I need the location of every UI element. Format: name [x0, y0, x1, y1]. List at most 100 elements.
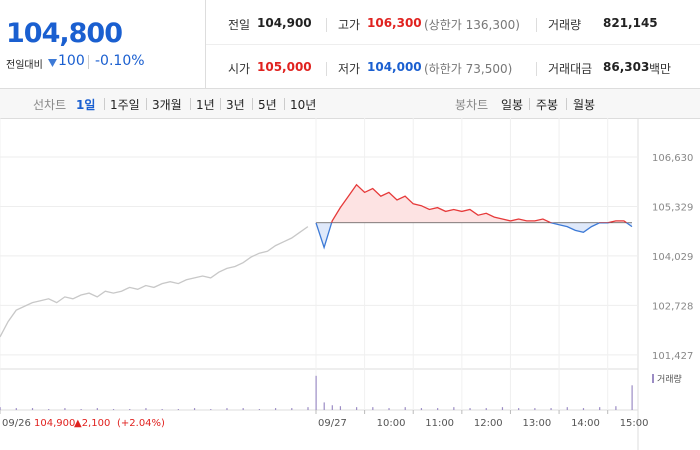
legend-swatch [652, 374, 654, 383]
stat-label: 전일 [228, 18, 251, 32]
x-tick-label: 09/27 [318, 418, 347, 429]
volume-bar [420, 408, 423, 410]
volume-bar [339, 406, 342, 410]
volume-bar [550, 408, 552, 410]
tab-group-label: 봉차트 [455, 98, 489, 112]
volume-bar [242, 408, 244, 410]
line-down [315, 222, 633, 250]
tab[interactable]: 3개월 [152, 98, 182, 112]
stat-value: 86,303 [603, 60, 650, 74]
prev-summary: ▲2,100 [74, 418, 110, 429]
stat-label: 거래대금 [548, 62, 593, 76]
x-tick-label: 09/26 [2, 418, 31, 429]
y-tick-label: 102,728 [652, 301, 693, 312]
tab[interactable]: 월봉 [573, 98, 596, 112]
divider [566, 98, 567, 110]
divider [284, 98, 285, 110]
area-up [331, 184, 627, 223]
tab[interactable]: 3년 [226, 98, 245, 112]
volume-bar [48, 409, 50, 410]
stat-label: 고가 [338, 18, 361, 32]
volume-bar [145, 408, 147, 410]
tab[interactable]: 5년 [258, 98, 277, 112]
volume-bar [177, 409, 179, 410]
volume-bar [226, 408, 228, 410]
divider [326, 62, 327, 76]
divider [536, 18, 537, 32]
volume-bar [388, 408, 390, 410]
volume-bar [210, 409, 212, 410]
tab[interactable]: 1일 [76, 98, 96, 112]
prev-summary: (+2.04%) [117, 418, 165, 429]
change-rate: -0.10% [95, 53, 145, 69]
change-label: 전일대비 [6, 60, 43, 71]
volume-bar [453, 407, 455, 410]
volume-bar [356, 407, 358, 410]
volume-bar [323, 402, 325, 410]
stat-label: 거래량 [548, 18, 582, 32]
divider [252, 98, 253, 110]
stat-value: 106,300 [367, 16, 422, 30]
line-up [316, 183, 628, 223]
period-tabs: 선차트 1일 1주일 3개월 1년 3년 5년 10년 봉차트 일봉 주봉 월봉 [0, 89, 700, 119]
down-icon [48, 59, 57, 67]
prev-summary: 104,900 [34, 418, 75, 429]
divider [326, 18, 327, 32]
volume-bar [315, 375, 317, 410]
volume-bar [64, 408, 66, 410]
volume-bar [518, 408, 520, 410]
volume-bar [372, 407, 374, 410]
volume-bar [631, 385, 633, 410]
x-tick-label: 14:00 [571, 418, 600, 429]
stat-value: 821,145 [603, 16, 658, 30]
stat-value: 105,000 [257, 60, 312, 74]
stat-note: (상한가 136,300) [424, 18, 520, 32]
volume-bar [582, 408, 585, 410]
stat-value: 104,000 [367, 60, 422, 74]
y-tick-label: 101,427 [652, 351, 693, 362]
tab[interactable]: 주봉 [536, 98, 559, 112]
tab[interactable]: 1년 [196, 98, 215, 112]
volume-bar [0, 407, 1, 410]
x-tick-label: 12:00 [474, 418, 503, 429]
volume-bar [258, 409, 260, 410]
tab[interactable]: 10년 [290, 98, 317, 112]
tab[interactable]: 1주일 [110, 98, 140, 112]
volume-bar [112, 409, 115, 410]
divider [88, 55, 89, 69]
volume-bar [161, 409, 163, 410]
y-tick-label: 105,329 [652, 202, 693, 213]
volume-bar [291, 408, 293, 410]
volume-bar [129, 409, 131, 410]
y-tick-label: 104,029 [652, 252, 693, 263]
price-panel: 104,800 전일대비 100 -0.10% [0, 0, 206, 88]
volume-bar [96, 408, 98, 410]
volume-bar [331, 405, 333, 410]
x-tick-label: 13:00 [522, 418, 551, 429]
y-tick-label: 106,630 [652, 153, 693, 164]
divider [190, 98, 191, 110]
tab[interactable]: 일봉 [501, 98, 524, 112]
volume-bar [193, 408, 196, 410]
volume-bar [501, 407, 504, 410]
x-tick-label: 11:00 [425, 418, 454, 429]
change: 100 [58, 53, 85, 69]
price: 104,800 [6, 18, 123, 49]
volume-bar [615, 406, 617, 410]
volume-bar [31, 408, 34, 410]
volume-bar [274, 408, 277, 410]
volume-bar [15, 408, 17, 410]
header: 104,800 전일대비 100 -0.10% 전일 104,900 고가 106,3… [0, 0, 700, 89]
stat-unit: 백만 [649, 62, 672, 76]
divider [536, 62, 537, 76]
divider [529, 98, 530, 110]
divider [206, 44, 700, 45]
volume-bar [534, 408, 536, 410]
stat-note: (하한가 73,500) [424, 62, 513, 76]
legend-label: 거래량 [657, 373, 682, 385]
chart: 101,427 102,728 104,029 105,329 106,630 09/26… [0, 118, 693, 450]
divider [104, 98, 105, 110]
volume-bar [469, 408, 471, 410]
divider [146, 98, 147, 110]
volume-bar [307, 407, 309, 410]
